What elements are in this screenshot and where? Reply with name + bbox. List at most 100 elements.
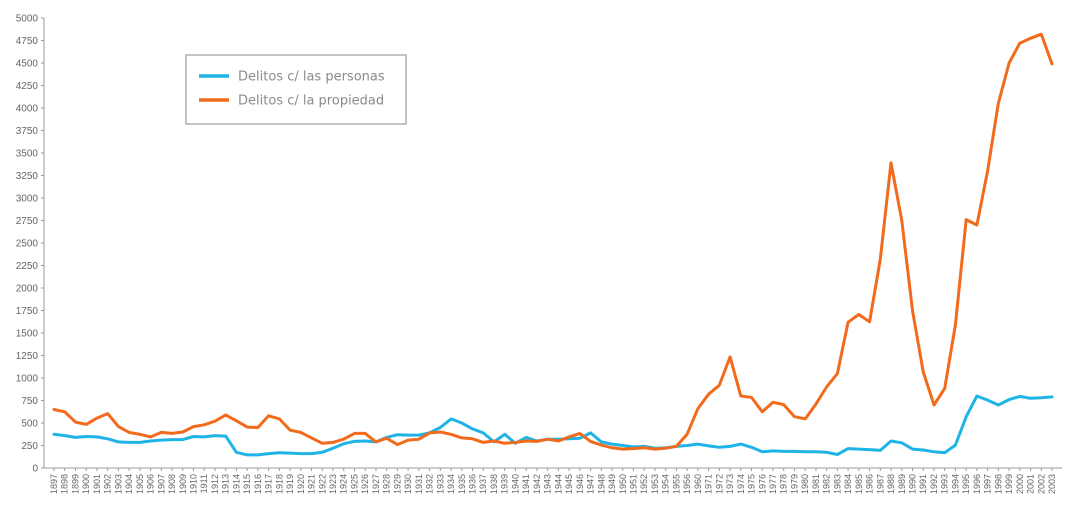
x-tick-label: 1979 <box>789 474 799 494</box>
x-tick-label: 1944 <box>553 474 563 494</box>
x-tick-label: 1976 <box>757 474 767 494</box>
y-tick-label: 4750 <box>16 36 39 47</box>
x-tick-label: 1910 <box>189 474 199 494</box>
x-tick-label: 1934 <box>446 474 456 494</box>
x-tick-label: 1956 <box>682 474 692 494</box>
y-tick-label: 3500 <box>16 149 39 160</box>
y-tick-label: 750 <box>21 396 38 407</box>
x-tick-label: 1973 <box>725 474 735 494</box>
x-tick-label: 1949 <box>607 474 617 494</box>
x-tick-label: 1955 <box>671 474 681 494</box>
x-tick-label: 1997 <box>983 474 993 494</box>
x-tick-label: 1927 <box>371 474 381 494</box>
x-tick-label: 1911 <box>199 474 209 493</box>
x-tick-label: 1983 <box>832 474 842 494</box>
x-tick-label: 1897 <box>49 474 59 494</box>
x-tick-label: 1998 <box>993 474 1003 494</box>
x-tick-label: 1940 <box>510 474 520 494</box>
x-tick-label: 1939 <box>500 474 510 494</box>
x-tick-label: 1941 <box>521 474 531 494</box>
y-tick-label: 0 <box>32 464 38 475</box>
y-tick-label: 3750 <box>16 126 39 137</box>
x-tick-label: 1943 <box>543 474 553 494</box>
x-tick-label: 1936 <box>468 474 478 494</box>
x-tick-label: 1901 <box>92 474 102 494</box>
y-tick-label: 2750 <box>16 216 39 227</box>
x-tick-label: 1908 <box>167 474 177 494</box>
x-tick-label: 1994 <box>950 474 960 494</box>
x-tick-label: 1922 <box>317 474 327 494</box>
x-tick-label: 1907 <box>156 474 166 494</box>
x-tick-label: 1980 <box>800 474 810 494</box>
x-tick-label: 2003 <box>1047 474 1057 494</box>
x-tick-label: 2001 <box>1026 474 1036 494</box>
x-tick-label: 1975 <box>747 474 757 494</box>
x-tick-label: 1987 <box>875 474 885 494</box>
y-tick-label: 5000 <box>16 14 39 25</box>
y-tick-label: 4250 <box>16 81 39 92</box>
x-tick-label: 1982 <box>822 474 832 494</box>
x-tick-label: 1915 <box>242 474 252 494</box>
x-tick-label: 1905 <box>135 474 145 494</box>
x-tick-label: 1990 <box>907 474 917 494</box>
x-tick-label: 1985 <box>854 474 864 494</box>
x-tick-label: 1933 <box>435 474 445 494</box>
x-tick-label: 1937 <box>478 474 488 494</box>
x-tick-label: 1938 <box>489 474 499 494</box>
y-tick-label: 2000 <box>16 284 39 295</box>
y-tick-label: 1750 <box>16 306 39 317</box>
legend: Delitos c/ las personas Delitos c/ la pr… <box>185 54 407 125</box>
x-tick-label: 1918 <box>274 474 284 494</box>
x-tick-label: 1989 <box>897 474 907 494</box>
x-tick-label: 1909 <box>178 474 188 494</box>
x-tick-label: 1960 <box>693 474 703 494</box>
x-tick-label: 1950 <box>618 474 628 494</box>
x-tick-labels: 1897 1898 1899 1900 1901 1902 1903 1904 1905 1906… <box>49 468 1057 494</box>
x-tick-label: 1898 <box>60 474 70 494</box>
x-tick-label: 1947 <box>586 474 596 494</box>
x-tick-label: 1986 <box>865 474 875 494</box>
legend-label-personas: Delitos c/ las personas <box>238 70 385 85</box>
x-tick-label: 1953 <box>650 474 660 494</box>
x-tick-label: 1902 <box>103 474 113 494</box>
legend-box <box>185 54 407 125</box>
x-tick-label: 1995 <box>961 474 971 494</box>
x-tick-label: 1952 <box>639 474 649 494</box>
x-tick-label: 2002 <box>1036 474 1046 494</box>
y-tick-label: 4500 <box>16 59 39 70</box>
x-tick-label: 1930 <box>403 474 413 494</box>
x-tick-label: 1899 <box>70 474 80 494</box>
x-tick-label: 1992 <box>929 474 939 494</box>
x-tick-label: 1923 <box>328 474 338 494</box>
y-tick-label: 1500 <box>16 329 39 340</box>
x-tick-label: 1917 <box>264 474 274 494</box>
series-lines <box>52 32 1054 457</box>
x-tick-label: 1931 <box>414 474 424 494</box>
x-tick-label: 1903 <box>113 474 123 494</box>
y-tick-label: 3250 <box>16 171 39 182</box>
x-tick-label: 1977 <box>768 474 778 494</box>
x-tick-label: 1913 <box>221 474 231 494</box>
y-tick-label: 1250 <box>16 351 39 362</box>
x-tick-label: 1946 <box>575 474 585 494</box>
x-tick-label: 1988 <box>886 474 896 494</box>
y-tick-label: 250 <box>21 441 38 452</box>
x-tick-label: 1920 <box>296 474 306 494</box>
x-tick-label: 1928 <box>382 474 392 494</box>
x-tick-label: 1935 <box>457 474 467 494</box>
y-tick-label: 2250 <box>16 261 39 272</box>
series-line-propiedad <box>52 32 1054 451</box>
x-tick-label: 1942 <box>532 474 542 494</box>
x-tick-label: 1924 <box>339 474 349 494</box>
x-tick-label: 1993 <box>940 474 950 494</box>
x-tick-label: 1972 <box>714 474 724 494</box>
x-tick-label: 1999 <box>1004 474 1014 494</box>
x-tick-label: 1984 <box>843 474 853 494</box>
x-tick-label: 1945 <box>564 474 574 494</box>
x-tick-label: 1904 <box>124 474 134 494</box>
y-tick-labels: 0 250 500 750 1000 1250 1500 1750 2000 2250 2500 27… <box>16 14 44 475</box>
x-tick-label: 1948 <box>596 474 606 494</box>
x-tick-label: 1991 <box>918 474 928 494</box>
